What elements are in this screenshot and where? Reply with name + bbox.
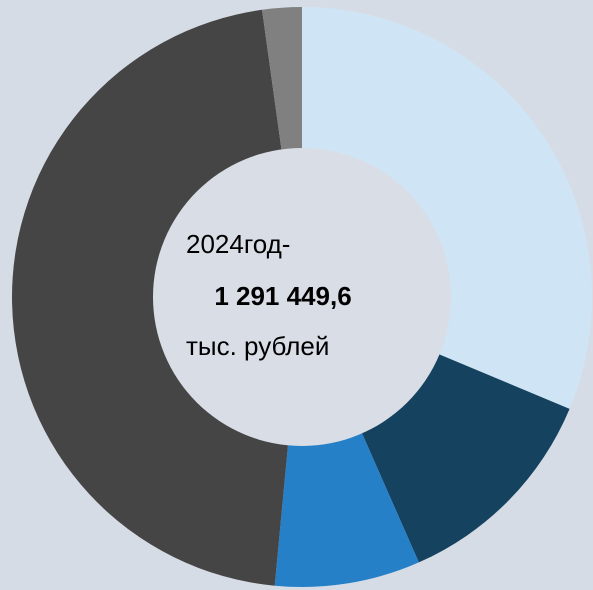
center-unit: тыс. рублей <box>186 331 329 361</box>
center-year: 2024год- <box>186 229 290 259</box>
donut-slice <box>358 350 570 563</box>
center-total: 1 291 449,6 <box>214 281 351 311</box>
donut-slice <box>274 425 419 587</box>
donut-slice <box>12 9 289 586</box>
donut-slice <box>262 7 302 159</box>
donut-slice <box>302 7 592 409</box>
donut-hole <box>153 148 451 446</box>
